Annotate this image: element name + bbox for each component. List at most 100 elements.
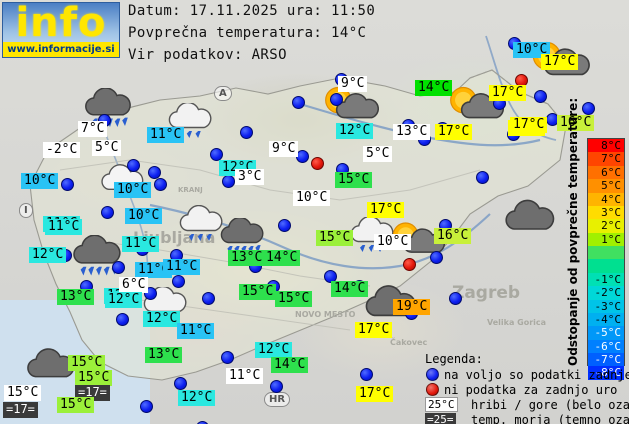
station-marker-available[interactable]: [278, 219, 291, 232]
station-marker-available[interactable]: [61, 178, 74, 191]
temperature-label: 15°C: [335, 172, 373, 188]
temperature-label: 17°C: [355, 322, 393, 338]
color-scale-bar: 8°C 7°C 6°C 5°C 4°C 3°C 2°C 1°C -1°C -2°C -3°C -4°C…: [587, 138, 625, 380]
legend-item-label: na voljo so podatki zadnje ure: [444, 367, 629, 382]
temperature-label: 14°C: [263, 250, 301, 266]
color-scale-row: 1°C: [588, 232, 624, 246]
temperature-label: 11°C: [122, 236, 160, 252]
temperature-label: 7°C: [78, 121, 108, 137]
station-marker-no-data[interactable]: [311, 157, 324, 170]
station-marker-available[interactable]: [202, 292, 215, 305]
temperature-label: 17°C: [367, 202, 405, 218]
country-code-badge: A: [214, 86, 232, 101]
temperature-label: 15°C: [4, 385, 42, 401]
color-scale-title-text: Odstopanje od povprečne temperature:: [566, 97, 580, 366]
station-marker-available[interactable]: [221, 351, 234, 364]
color-scale-row: 6°C: [588, 165, 624, 180]
color-scale-row: -8°C: [588, 366, 624, 380]
temperature-label: 15°C: [316, 230, 354, 246]
station-marker-no-data[interactable]: [403, 258, 416, 271]
temperature-label: 10°C: [125, 208, 163, 224]
site-logo[interactable]: info www.informacije.si: [2, 0, 120, 58]
temperature-label: 15°C: [239, 284, 277, 300]
temperature-label: 3°C: [235, 169, 265, 185]
place-name-label: Velika Gorica: [487, 318, 547, 327]
station-marker-available[interactable]: [222, 175, 235, 188]
station-marker-available[interactable]: [140, 400, 153, 413]
station-marker-available[interactable]: [240, 126, 253, 139]
legend-title: Legenda:: [425, 352, 483, 366]
color-scale-title: Odstopanje od povprečne temperature:: [563, 97, 583, 366]
legend-item: 25°C hribi / gore (belo ozadje): [425, 397, 629, 412]
temperature-label: 15°C: [68, 355, 106, 371]
station-marker-available[interactable]: [430, 251, 443, 264]
station-marker-available[interactable]: [101, 206, 114, 219]
country-code-badge: I: [19, 203, 33, 218]
color-scale-row: 7°C: [588, 152, 624, 166]
station-marker-available[interactable]: [582, 102, 595, 115]
temperature-label: 12°C: [255, 342, 293, 358]
logo-wordmark: info: [15, 0, 107, 46]
color-scale-row: -6°C: [588, 339, 624, 353]
station-marker-available[interactable]: [330, 93, 343, 106]
legend-sample-label: 25°C: [425, 397, 458, 412]
temperature-label: -2°C: [43, 142, 81, 158]
station-marker-available[interactable]: [270, 380, 283, 393]
color-scale-row: [588, 246, 624, 260]
place-name-label: Čakovec: [390, 338, 428, 347]
temperature-label: 12°C: [336, 123, 374, 139]
temperature-label: 11°C: [177, 323, 215, 339]
sea-temperature-label: =17=: [3, 402, 38, 418]
station-marker-available[interactable]: [292, 96, 305, 109]
color-scale-row: -7°C: [588, 353, 624, 367]
station-marker-available[interactable]: [112, 261, 125, 274]
anomaly-color-scale: Odstopanje od povprečne temperature: 8°C…: [563, 97, 627, 380]
legend-dot-icon: [425, 368, 440, 381]
temperature-label: 11°C: [45, 219, 83, 235]
temperature-label: 12°C: [178, 390, 216, 406]
station-marker-available[interactable]: [116, 313, 129, 326]
legend-mountain-swatch: 25°C: [425, 397, 467, 412]
station-marker-available[interactable]: [449, 292, 462, 305]
station-marker-available[interactable]: [127, 159, 140, 172]
temperature-label: 6°C: [119, 277, 149, 293]
station-marker-available[interactable]: [148, 166, 161, 179]
temperature-label: 17°C: [541, 54, 579, 70]
color-scale-row: -4°C: [588, 312, 624, 327]
color-scale-row: 4°C: [588, 192, 624, 206]
temperature-label: 15°C: [75, 370, 113, 386]
temperature-label: 10°C: [513, 42, 551, 58]
temperature-label: 11°C: [135, 262, 173, 278]
color-scale-row: 5°C: [588, 179, 624, 193]
temperature-label: 12°C: [105, 292, 143, 308]
temperature-label: 19°C: [393, 299, 431, 315]
temperature-label: 10°C: [374, 234, 412, 250]
temperature-label: 5°C: [92, 140, 122, 156]
station-marker-available[interactable]: [172, 275, 185, 288]
legend-item-label: temp. morja (temno ozadje): [471, 412, 629, 424]
temperature-label: 5°C: [363, 146, 393, 162]
place-name-label: NOVO MESTO: [295, 310, 356, 319]
color-scale-row: 2°C: [588, 219, 624, 233]
rain-icon: [215, 216, 273, 264]
station-marker-available[interactable]: [360, 368, 373, 381]
color-scale-row: [588, 259, 624, 273]
temperature-label: 12°C: [143, 311, 181, 327]
station-marker-available[interactable]: [534, 90, 547, 103]
color-scale-row: -3°C: [588, 299, 624, 313]
header-data-source: Vir podatkov: ARSO: [128, 47, 287, 63]
temperature-label: 11°C: [226, 368, 264, 384]
legend-item-label: hribi / gore (belo ozadje): [471, 397, 629, 412]
temperature-label: 15°C: [57, 397, 95, 413]
station-marker-available[interactable]: [476, 171, 489, 184]
station-marker-available[interactable]: [154, 178, 167, 191]
temperature-label: 16°C: [557, 115, 595, 131]
station-marker-available[interactable]: [210, 148, 223, 161]
temperature-label: 9°C: [338, 76, 368, 92]
rain-icon: [68, 234, 130, 287]
legend-dot-swatch: [426, 368, 439, 381]
legend-sea-swatch: =25=: [425, 413, 467, 424]
station-marker-available[interactable]: [324, 270, 337, 283]
station-marker-available[interactable]: [174, 377, 187, 390]
temperature-label: 14°C: [271, 357, 309, 373]
